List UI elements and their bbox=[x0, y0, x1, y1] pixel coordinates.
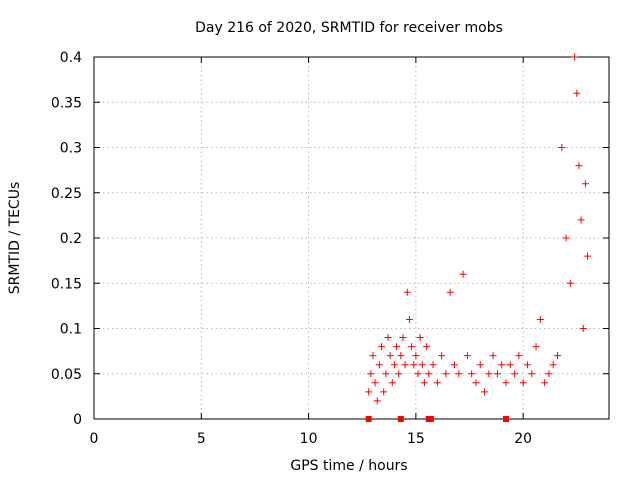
x-tick-labels: 0 5 10 15 20 bbox=[90, 431, 533, 447]
data-point bbox=[388, 379, 396, 387]
baseline-marker bbox=[503, 416, 509, 422]
data-point bbox=[468, 370, 476, 378]
data-point bbox=[369, 352, 377, 360]
data-point bbox=[423, 343, 431, 351]
data-point bbox=[515, 352, 523, 360]
data-point bbox=[573, 89, 581, 97]
data-point bbox=[476, 361, 484, 369]
data-point bbox=[410, 361, 418, 369]
data-point bbox=[378, 343, 386, 351]
data-point bbox=[485, 370, 493, 378]
data-point bbox=[414, 370, 422, 378]
y-tick-label: 0.05 bbox=[51, 367, 82, 383]
data-point bbox=[446, 288, 454, 296]
data-point bbox=[371, 379, 379, 387]
data-point bbox=[367, 370, 375, 378]
baseline-marker bbox=[365, 416, 372, 422]
data-point bbox=[493, 370, 501, 378]
data-point bbox=[566, 279, 574, 287]
data-point bbox=[506, 361, 514, 369]
data-point bbox=[429, 361, 437, 369]
data-point bbox=[528, 370, 536, 378]
baseline-markers bbox=[365, 416, 509, 422]
data-point bbox=[380, 388, 388, 396]
y-tick-label: 0.3 bbox=[60, 141, 82, 157]
y-tick-label: 0.15 bbox=[51, 276, 82, 292]
x-tick-label: 0 bbox=[90, 431, 99, 447]
data-point bbox=[405, 315, 413, 323]
data-point bbox=[412, 352, 420, 360]
y-tick-label: 0.25 bbox=[51, 186, 82, 202]
data-point bbox=[579, 325, 587, 332]
data-point bbox=[399, 334, 407, 342]
data-point bbox=[403, 288, 411, 296]
chart-title: Day 216 of 2020, SRMTID for receiver mob… bbox=[195, 20, 503, 36]
data-point bbox=[541, 379, 549, 387]
data-point bbox=[463, 352, 471, 360]
x-axis-label: GPS time / hours bbox=[290, 458, 407, 474]
data-point bbox=[581, 180, 589, 188]
data-point bbox=[554, 352, 561, 360]
data-point bbox=[502, 379, 510, 387]
data-point bbox=[451, 361, 458, 369]
data-point bbox=[433, 379, 441, 387]
data-point bbox=[416, 334, 424, 342]
data-point bbox=[418, 361, 426, 369]
baseline-marker bbox=[427, 416, 434, 422]
data-point bbox=[571, 53, 579, 61]
data-point bbox=[384, 334, 392, 342]
data-point bbox=[558, 144, 566, 151]
y-tick-label: 0.35 bbox=[51, 95, 82, 111]
data-point bbox=[519, 379, 527, 387]
axis-ticks bbox=[93, 56, 609, 420]
data-point bbox=[562, 234, 570, 242]
y-tick-label: 0.4 bbox=[60, 50, 82, 66]
data-point bbox=[395, 370, 403, 378]
data-point bbox=[523, 361, 531, 369]
data-point bbox=[442, 370, 450, 378]
x-tick-label: 10 bbox=[300, 431, 318, 447]
data-point bbox=[536, 315, 544, 323]
x-tick-label: 15 bbox=[407, 431, 425, 447]
data-point bbox=[459, 270, 467, 278]
y-tick-label: 0.1 bbox=[60, 322, 82, 338]
data-point bbox=[382, 370, 390, 378]
data-point bbox=[481, 388, 489, 396]
x-tick-label: 5 bbox=[197, 431, 206, 447]
y-tick-label: 0 bbox=[73, 412, 82, 428]
data-point bbox=[438, 352, 446, 360]
data-point bbox=[365, 388, 373, 396]
data-point bbox=[393, 343, 401, 351]
grid-lines bbox=[94, 57, 609, 419]
data-point bbox=[390, 361, 398, 369]
y-tick-labels: 0 0.05 0.1 0.15 0.2 0.25 0.3 0.35 0.4 bbox=[51, 50, 82, 428]
data-point bbox=[498, 361, 506, 369]
data-point bbox=[549, 361, 557, 369]
data-point bbox=[425, 370, 433, 378]
data-point bbox=[397, 352, 405, 360]
data-point bbox=[408, 343, 416, 351]
data-point bbox=[489, 352, 497, 360]
data-point bbox=[386, 352, 394, 360]
data-point bbox=[532, 343, 540, 351]
data-points bbox=[365, 53, 592, 405]
data-point bbox=[511, 370, 519, 378]
baseline-marker bbox=[397, 416, 404, 422]
data-point bbox=[401, 361, 409, 369]
data-point bbox=[375, 361, 383, 369]
x-tick-label: 20 bbox=[514, 431, 532, 447]
y-tick-label: 0.2 bbox=[60, 231, 82, 247]
data-point bbox=[545, 370, 553, 378]
data-point bbox=[420, 379, 428, 387]
data-point bbox=[584, 252, 592, 260]
data-point bbox=[472, 379, 480, 387]
data-point bbox=[455, 370, 463, 378]
data-point bbox=[575, 162, 583, 170]
data-point bbox=[373, 397, 381, 405]
y-axis-label: SRMTID / TECUs bbox=[7, 182, 23, 295]
data-point bbox=[577, 216, 585, 224]
